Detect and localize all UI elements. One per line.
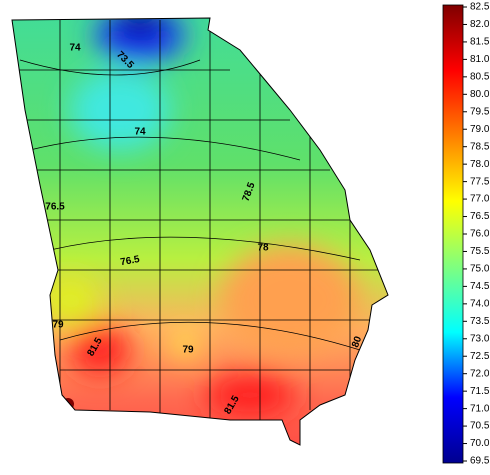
colorbar-tick-label: 80.5: [470, 71, 490, 82]
colorbar-tick-label: 70.5: [470, 421, 490, 432]
colorbar-tick-label: 73.5: [470, 316, 490, 327]
contour-label: 79: [182, 345, 194, 356]
colorbar-tick-label: 81.5: [470, 37, 490, 48]
colorbar-tick-label: 74.0: [470, 298, 490, 309]
colorbar-tick-label: 69.5: [470, 456, 490, 467]
colorbar-tick-label: 79.5: [470, 106, 490, 117]
colorbar-tick-label: 72.5: [470, 351, 490, 362]
colorbar-tick-label: 70.0: [470, 438, 490, 449]
colorbar-tick-label: 71.5: [470, 386, 490, 397]
contour-label: 74: [134, 127, 146, 138]
colorbar-tick-label: 80.0: [470, 89, 490, 100]
contour-label: 78: [257, 243, 269, 254]
county-lines: [12, 20, 380, 420]
contour-label: 79: [52, 320, 64, 331]
colorbar-tick-label: 81.0: [470, 54, 490, 65]
colorbar-tick-label: 82.0: [470, 19, 490, 30]
colorbar-tick-label: 78.0: [470, 159, 490, 170]
contour-label: 80: [350, 335, 364, 350]
contour-label: 74: [69, 43, 81, 54]
colorbar-tick-label: 74.5: [470, 281, 490, 292]
state-outline: [11, 17, 389, 446]
colorbar-tick-label: 73.0: [470, 333, 490, 344]
colorbar-tick-label: 77.0: [470, 194, 490, 205]
colorbar-tick-label: 72.0: [470, 368, 490, 379]
colorbar: [442, 4, 464, 464]
colorbar-tick-label: 77.5: [470, 176, 490, 187]
colorbar-tick-label: 76.5: [470, 211, 490, 222]
colorbar-tick-label: 76.0: [470, 229, 490, 240]
contour-label: 76.5: [119, 254, 141, 268]
colorbar-tick-label: 75.0: [470, 264, 490, 275]
colorbar-tick-label: 78.5: [470, 141, 490, 152]
colorbar-tick-label: 82.5: [470, 2, 490, 13]
contour-label: 76.5: [45, 202, 65, 213]
colorbar-tick-label: 79.0: [470, 124, 490, 135]
colorbar-tick-label: 71.0: [470, 403, 490, 414]
colorbar-tick-label: 75.5: [470, 246, 490, 257]
